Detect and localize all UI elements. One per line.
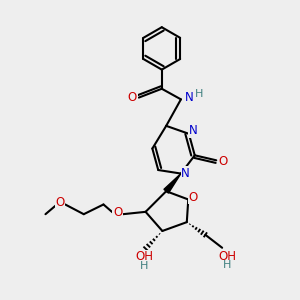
Text: N: N bbox=[185, 92, 194, 104]
Polygon shape bbox=[164, 174, 181, 193]
Text: O: O bbox=[113, 206, 122, 219]
Text: H: H bbox=[195, 89, 203, 99]
Text: N: N bbox=[189, 124, 197, 137]
Text: O: O bbox=[188, 190, 198, 204]
Text: N: N bbox=[181, 167, 190, 180]
Text: H: H bbox=[140, 261, 148, 271]
Text: O: O bbox=[55, 196, 64, 209]
Text: O: O bbox=[128, 91, 137, 104]
Text: OH: OH bbox=[135, 250, 153, 263]
Text: H: H bbox=[223, 260, 232, 270]
Text: O: O bbox=[218, 155, 227, 168]
Text: OH: OH bbox=[218, 250, 236, 262]
